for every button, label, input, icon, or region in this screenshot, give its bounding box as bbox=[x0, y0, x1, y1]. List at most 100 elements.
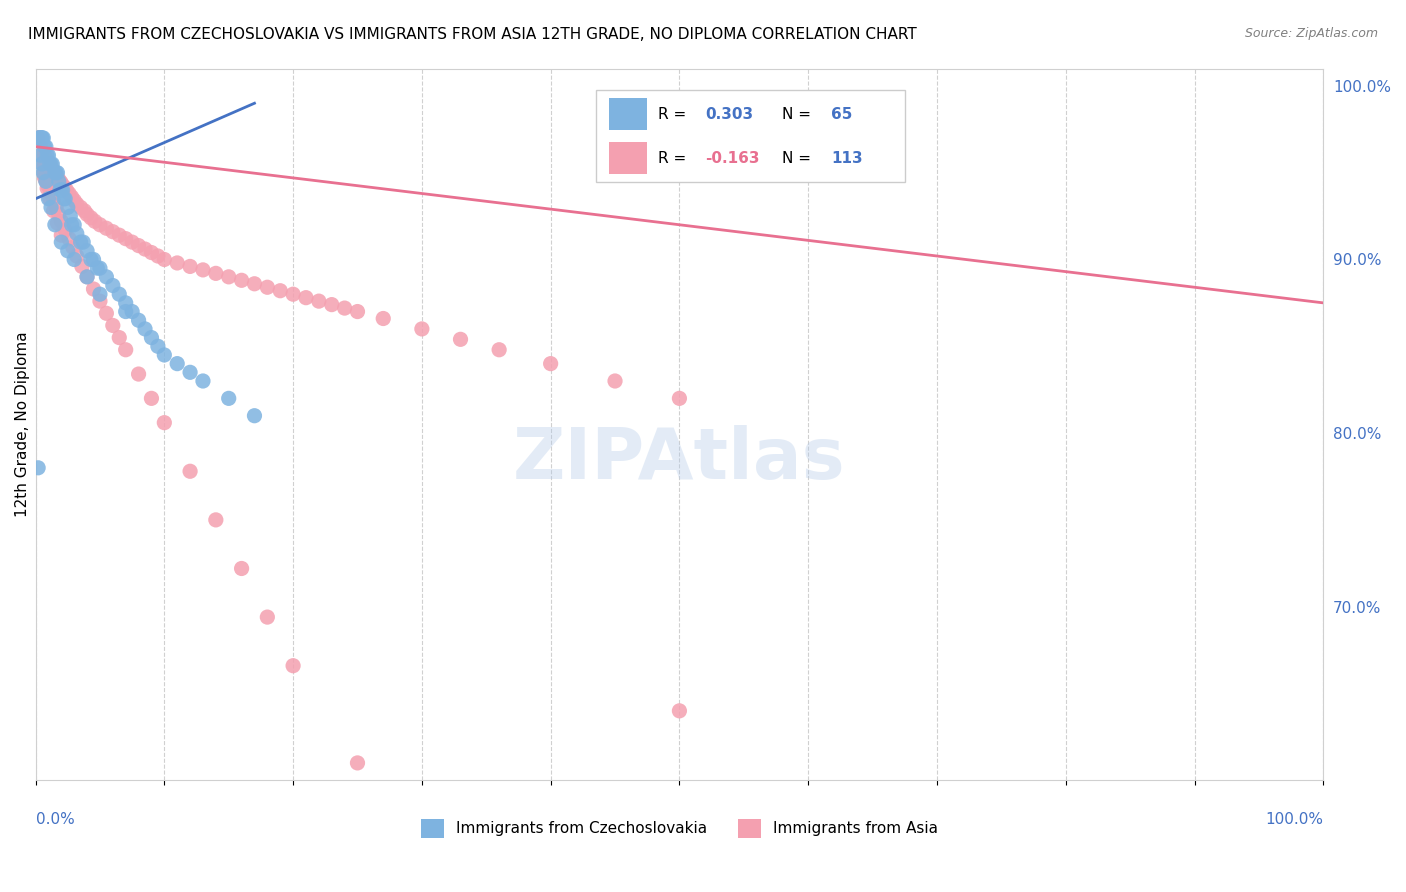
Text: R =: R = bbox=[658, 151, 690, 166]
Point bbox=[56, 244, 79, 258]
Y-axis label: 12th Grade, No Diploma: 12th Grade, No Diploma bbox=[15, 332, 30, 517]
Point bbox=[76, 269, 98, 284]
Point bbox=[321, 297, 343, 311]
Text: R =: R = bbox=[658, 106, 690, 121]
Point bbox=[27, 148, 49, 162]
Point bbox=[141, 245, 163, 260]
Point bbox=[114, 304, 136, 318]
Point bbox=[141, 330, 163, 344]
Point bbox=[218, 269, 240, 284]
Point bbox=[205, 513, 228, 527]
Point bbox=[38, 192, 60, 206]
Point bbox=[488, 343, 510, 357]
Point bbox=[121, 235, 143, 249]
Point bbox=[37, 179, 59, 194]
Point bbox=[30, 148, 52, 162]
Point bbox=[243, 277, 266, 291]
Point bbox=[450, 332, 472, 346]
Point bbox=[45, 166, 67, 180]
Point bbox=[114, 232, 136, 246]
Text: Source: ZipAtlas.com: Source: ZipAtlas.com bbox=[1244, 27, 1378, 40]
Point bbox=[346, 304, 368, 318]
Point bbox=[49, 174, 72, 188]
Point bbox=[34, 170, 56, 185]
Point bbox=[42, 203, 65, 218]
Point bbox=[308, 294, 330, 309]
Point bbox=[333, 301, 356, 315]
Point bbox=[39, 186, 62, 201]
Point bbox=[231, 561, 253, 575]
Point bbox=[191, 374, 214, 388]
Point bbox=[69, 201, 91, 215]
Point bbox=[51, 235, 73, 249]
Point bbox=[35, 139, 58, 153]
Point bbox=[58, 232, 80, 246]
Point bbox=[32, 166, 55, 180]
Legend: Immigrants from Czechoslovakia, Immigrants from Asia: Immigrants from Czechoslovakia, Immigran… bbox=[415, 813, 943, 844]
FancyBboxPatch shape bbox=[596, 90, 905, 182]
Point bbox=[76, 269, 98, 284]
Point bbox=[166, 256, 188, 270]
Point bbox=[89, 218, 111, 232]
Point bbox=[603, 374, 626, 388]
Point bbox=[27, 139, 49, 153]
Point bbox=[141, 392, 163, 406]
Point bbox=[32, 166, 55, 180]
Point bbox=[373, 311, 395, 326]
Point bbox=[89, 261, 111, 276]
Point bbox=[46, 170, 69, 185]
Point bbox=[101, 278, 124, 293]
Point bbox=[37, 181, 59, 195]
Point bbox=[30, 157, 52, 171]
Point bbox=[80, 211, 103, 225]
Point bbox=[153, 416, 176, 430]
Point bbox=[256, 280, 278, 294]
Point bbox=[411, 322, 433, 336]
Point bbox=[60, 218, 83, 232]
Point bbox=[41, 162, 63, 177]
Point bbox=[62, 240, 84, 254]
Point bbox=[281, 658, 304, 673]
Point bbox=[63, 218, 86, 232]
Point bbox=[76, 244, 98, 258]
Point bbox=[86, 261, 108, 276]
Point bbox=[32, 131, 55, 145]
Text: IMMIGRANTS FROM CZECHOSLOVAKIA VS IMMIGRANTS FROM ASIA 12TH GRADE, NO DIPLOMA CO: IMMIGRANTS FROM CZECHOSLOVAKIA VS IMMIGR… bbox=[28, 27, 917, 42]
Point bbox=[218, 392, 240, 406]
Point bbox=[45, 201, 67, 215]
Text: -0.163: -0.163 bbox=[706, 151, 759, 166]
Point bbox=[44, 218, 66, 232]
Point bbox=[114, 296, 136, 310]
Point bbox=[39, 157, 62, 171]
Point bbox=[153, 348, 176, 362]
Point bbox=[25, 131, 48, 145]
Point bbox=[48, 172, 70, 186]
Point bbox=[46, 166, 69, 180]
Text: 65: 65 bbox=[831, 106, 853, 121]
Point bbox=[80, 252, 103, 267]
Point bbox=[28, 148, 51, 162]
Point bbox=[66, 249, 89, 263]
Point bbox=[31, 148, 53, 162]
Point bbox=[28, 131, 51, 145]
Point bbox=[269, 284, 291, 298]
Point bbox=[30, 139, 52, 153]
Point bbox=[101, 225, 124, 239]
Point bbox=[60, 190, 83, 204]
Point bbox=[46, 216, 69, 230]
Point bbox=[42, 166, 65, 180]
Point bbox=[31, 131, 53, 145]
Point bbox=[51, 214, 73, 228]
Point bbox=[69, 235, 91, 249]
Point bbox=[28, 152, 51, 166]
Point bbox=[44, 166, 66, 180]
Point bbox=[231, 273, 253, 287]
Point bbox=[146, 339, 169, 353]
Text: 100.0%: 100.0% bbox=[1265, 812, 1323, 827]
Point bbox=[89, 294, 111, 309]
Point bbox=[668, 704, 690, 718]
Point bbox=[114, 343, 136, 357]
Point bbox=[243, 409, 266, 423]
Point bbox=[179, 365, 201, 379]
Text: ZIPAtlas: ZIPAtlas bbox=[513, 425, 846, 494]
